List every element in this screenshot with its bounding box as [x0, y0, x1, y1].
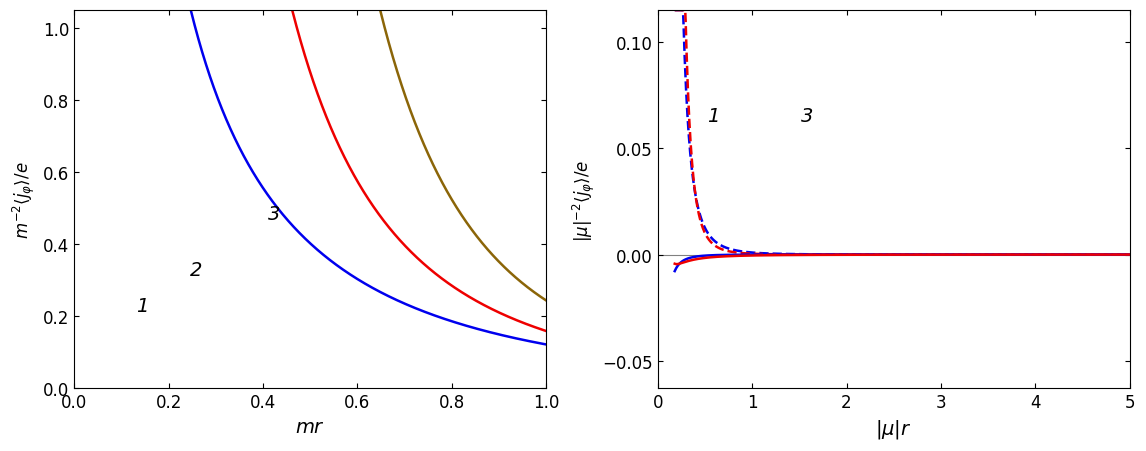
Text: 3: 3 [801, 106, 814, 125]
Text: 1: 1 [707, 106, 720, 125]
Text: 2: 2 [190, 260, 202, 279]
X-axis label: $|\mu|r$: $|\mu|r$ [876, 417, 912, 440]
Text: 3: 3 [268, 205, 280, 224]
Text: 1: 1 [135, 296, 148, 315]
X-axis label: $mr$: $mr$ [296, 417, 325, 436]
Y-axis label: $m^{-2}\langle j_\varphi\rangle/e$: $m^{-2}\langle j_\varphi\rangle/e$ [11, 161, 38, 239]
Y-axis label: $|\mu|^{-2}\langle j_\varphi\rangle/e$: $|\mu|^{-2}\langle j_\varphi\rangle/e$ [571, 159, 597, 241]
